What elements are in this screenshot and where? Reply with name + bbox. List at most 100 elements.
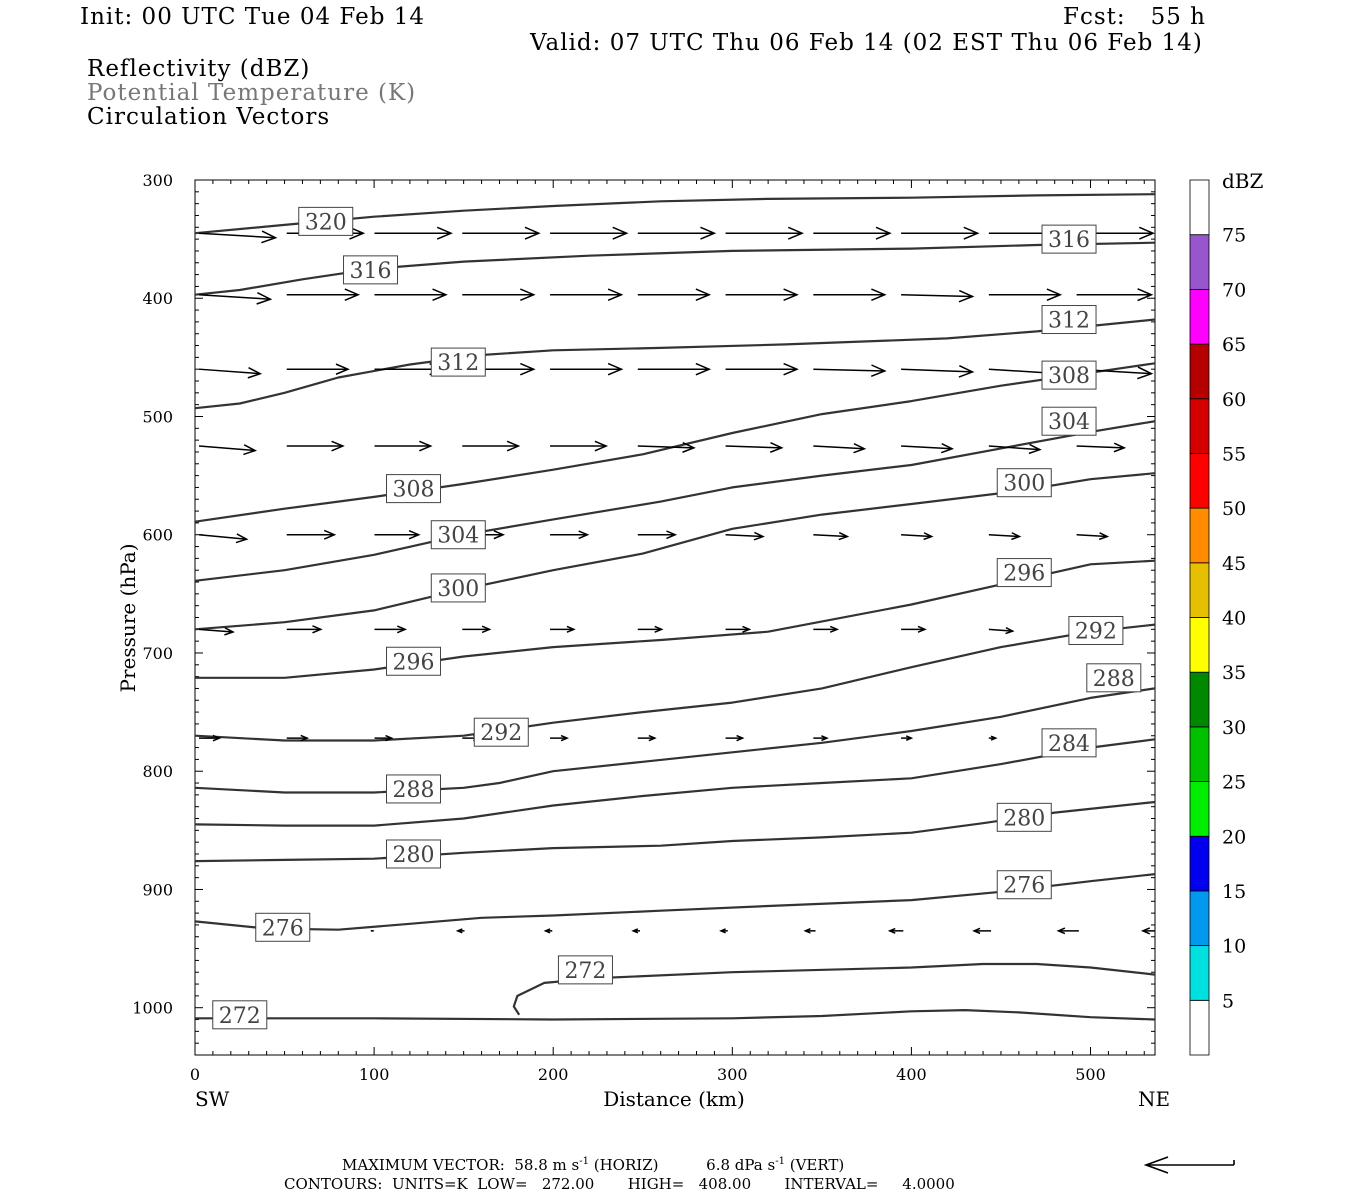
y-axis-title: Pressure (hPa): [116, 544, 140, 693]
init-time: Init: 00 UTC Tue 04 Feb 14: [80, 4, 426, 30]
circulation-vector: [550, 288, 624, 302]
contour-label-text: 272: [564, 959, 606, 984]
colorbar-segment: [1189, 781, 1210, 837]
colorbar-segment: [1189, 617, 1210, 673]
circulation-vector: [813, 443, 867, 454]
contour-label: 288: [386, 774, 442, 804]
circulation-vector: [374, 529, 421, 540]
circulation-vector: [550, 362, 624, 376]
circulation-vector: [813, 625, 840, 633]
contour-label-text: 276: [262, 916, 304, 941]
max-vector-exponent-horiz: -1: [579, 1156, 589, 1167]
x-axis-left-label: SW: [195, 1087, 230, 1111]
colorbar-segment: [1189, 234, 1210, 290]
contour-label-text: 288: [393, 778, 435, 803]
x-tick-label: 400: [896, 1065, 927, 1084]
circulation-vector: [286, 625, 323, 634]
circulation-vector: [286, 288, 361, 302]
circulation-vector: [631, 928, 641, 934]
contour-280: [195, 800, 1155, 863]
y-tick-label: 700: [142, 644, 173, 663]
circulation-vector: [550, 440, 609, 452]
colorbar-segment: [1189, 343, 1210, 400]
contour-label-text: 280: [1003, 806, 1045, 831]
colorbar-label: 55: [1222, 443, 1246, 465]
circulation-vector: [1076, 532, 1110, 541]
circulation-vector: [725, 625, 752, 633]
circulation-vector: [550, 226, 629, 240]
contour-label-text: 308: [393, 478, 435, 503]
circulation-vector: [813, 226, 892, 240]
circulation-vector: [901, 226, 980, 240]
circulation-vector: [286, 529, 337, 540]
colorbar-segment: [1189, 507, 1210, 564]
colorbar-label: 65: [1222, 334, 1246, 356]
circulation-vector: [901, 735, 914, 741]
circulation-vector: [887, 927, 904, 934]
field-potential-temperature: Potential Temperature (K): [87, 80, 417, 106]
contour-312: [195, 318, 1155, 410]
colorbar-label: 5: [1222, 990, 1234, 1012]
contour-label: 272: [212, 1000, 268, 1030]
x-tick-label: 0: [190, 1065, 200, 1084]
circulation-vector: [901, 532, 934, 541]
circulation-vector: [637, 530, 678, 540]
contour-label-text: 276: [1003, 874, 1045, 899]
y-tick-label: 500: [142, 407, 173, 426]
x-tick-label: 200: [538, 1065, 569, 1084]
circulation-vector: [550, 734, 569, 742]
circulation-vector: [901, 625, 927, 633]
circulation-vector: [813, 288, 887, 302]
circulation-vector: [725, 226, 804, 240]
contour-292: [195, 623, 1155, 742]
contour-label-text: 300: [437, 577, 479, 602]
contour-272: [195, 1008, 1155, 1021]
circulation-vector: [813, 531, 850, 541]
circulation-vector: [972, 927, 992, 935]
circulation-vector: [198, 230, 278, 244]
circulation-vector: [1076, 288, 1154, 302]
colorbar-label: 60: [1222, 389, 1246, 411]
circulation-vector: [374, 440, 433, 452]
circulation-vector: [198, 292, 273, 305]
contour-label-text: 304: [1048, 410, 1090, 435]
colorbar-label: 70: [1222, 279, 1246, 301]
circulation-vector: [813, 364, 887, 377]
contour-label-text: 284: [1048, 732, 1090, 757]
circulation-vector: [550, 625, 576, 633]
circulation-vector: [725, 442, 784, 453]
circulation-vector: [988, 627, 1015, 635]
colorbar-segment: [1189, 945, 1210, 1001]
colorbar-segment: [1189, 562, 1210, 618]
contour-label: 292: [1068, 616, 1124, 646]
contour-label: 276: [255, 912, 311, 942]
circulation-vector: [637, 625, 664, 633]
contour-info: CONTOURS: UNITS=K LOW= 272.00 HIGH= 408.…: [284, 1175, 955, 1193]
contour-284: [195, 738, 1155, 827]
circulation-vector: [286, 734, 310, 742]
field-circulation-vectors: Circulation Vectors: [87, 104, 331, 130]
contour-label-text: 304: [437, 524, 479, 549]
contour-label: 304: [1041, 406, 1097, 436]
circulation-vector: [1076, 442, 1127, 453]
colorbar-label: 10: [1222, 936, 1246, 958]
circulation-vector: [455, 928, 465, 934]
circulation-vector: [374, 226, 453, 240]
circulation-vector: [637, 734, 657, 742]
colorbar-segment: [1189, 726, 1210, 782]
colorbar-label: 30: [1222, 717, 1246, 739]
contour-label: 308: [386, 474, 442, 504]
contour-label-text: 320: [305, 210, 347, 235]
reference-vector-arrow: [1143, 1156, 1235, 1174]
colorbar-label: 35: [1222, 662, 1246, 684]
contour-label-text: 316: [1048, 228, 1090, 253]
y-tick-label: 1000: [132, 999, 173, 1018]
circulation-vector: [719, 928, 728, 934]
contour-label: 292: [473, 717, 529, 747]
contour-label: 320: [298, 206, 354, 236]
contour-304: [195, 420, 1155, 582]
circulation-vector: [374, 625, 408, 634]
circulation-vector: [550, 530, 590, 540]
circulation-vector: [198, 444, 258, 456]
